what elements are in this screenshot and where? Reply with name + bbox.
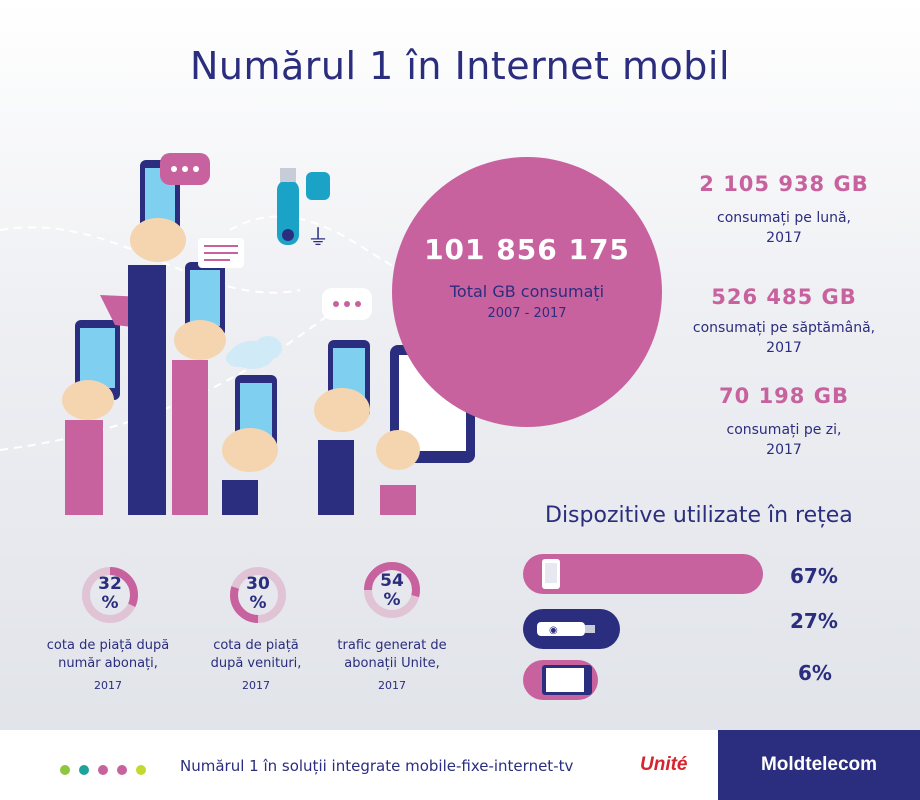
devices-title: Dispozitive utilizate în rețea	[545, 503, 853, 528]
footer-dot	[117, 765, 127, 775]
share-pct-number: 30	[246, 574, 270, 594]
arm-sleeve-5	[318, 440, 354, 515]
share-text-traffic: trafic generat de abonații Unite, 2017	[322, 637, 462, 695]
share-pct-subscribers: 32 %	[80, 575, 140, 613]
arm-sleeve-4	[222, 480, 258, 515]
daily-gb-value: 70 198 GB	[719, 384, 849, 408]
footer-dot	[60, 765, 70, 775]
monthly-gb-label-line1: consumați pe lună,	[717, 210, 851, 226]
footer-dot	[136, 765, 146, 775]
total-gb-years: 2007 - 2017	[487, 306, 567, 321]
monthly-gb-label: consumați pe lună, 2017	[664, 208, 904, 248]
device-pct-usb-modem: 27%	[790, 609, 838, 633]
share-year: 2017	[378, 679, 406, 692]
arm-sleeve-6	[380, 485, 416, 515]
daily-gb-label-line2: 2017	[766, 442, 802, 458]
total-gb-value: 101 856 175	[424, 233, 630, 266]
page-title: Numărul 1 în Internet mobil	[189, 44, 731, 88]
daily-gb-label-line1: consumați pe zi,	[726, 422, 842, 438]
share-pct-sign: %	[101, 593, 119, 613]
share-donut-revenue	[230, 567, 286, 623]
hands-devices-illustration: ⏚	[0, 153, 475, 515]
share-text-subscribers: cota de piață după număr abonați, 2017	[38, 637, 178, 695]
total-gb-label: Total GB consumați	[449, 282, 605, 301]
share-year: 2017	[94, 679, 122, 692]
share-year: 2017	[242, 679, 270, 692]
footer-tagline: Numărul 1 în soluții integrate mobile-fi…	[180, 757, 574, 775]
share-pct-sign: %	[383, 590, 401, 610]
device-bar-usb-modem: ◉	[523, 609, 620, 649]
share-line1: cota de piață	[213, 638, 299, 653]
footer-dot	[79, 765, 89, 775]
total-circle	[392, 157, 662, 427]
usb-stick	[277, 180, 299, 245]
share-pct-number: 32	[98, 574, 122, 594]
weekly-gb-label-line1: consumați pe săptămână,	[692, 320, 876, 336]
arm-sleeve-1	[65, 420, 103, 515]
arm-sleeve-3	[172, 360, 208, 515]
daily-gb-label: consumați pe zi, 2017	[664, 420, 904, 460]
unite-logo[interactable]: Unité	[640, 754, 688, 775]
weekly-gb-label-line2: 2017	[766, 340, 802, 356]
device-pct-smartphone: 67%	[790, 564, 838, 588]
footer-dots	[60, 760, 155, 779]
device-bar-smartphone	[523, 554, 763, 594]
share-pct-number: 54	[380, 571, 404, 591]
tablet-icon	[542, 665, 592, 695]
footer-dot	[98, 765, 108, 775]
share-donut-traffic	[364, 562, 420, 618]
footer: Numărul 1 în soluții integrate mobile-fi…	[0, 730, 920, 800]
moldtelecom-logo[interactable]: Moldtelecom	[718, 730, 920, 800]
monthly-gb-label-line2: 2017	[766, 230, 802, 246]
share-donut-subscribers	[82, 567, 138, 623]
svg-text:⏚: ⏚	[307, 226, 329, 251]
share-line2: număr abonați,	[58, 656, 158, 671]
share-text-revenue: cota de piață după venituri, 2017	[186, 637, 326, 695]
usb-lock	[306, 172, 330, 200]
share-line1: trafic generat de	[337, 638, 447, 653]
weekly-gb-value: 526 485 GB	[711, 285, 857, 309]
usb-modem-icon: ◉	[537, 622, 595, 636]
monthly-gb-value: 2 105 938 GB	[699, 172, 869, 196]
smartphone-icon	[542, 559, 560, 589]
share-pct-revenue: 30 %	[228, 575, 288, 613]
arm-sleeve-2	[128, 265, 166, 515]
svg-text:◉: ◉	[549, 625, 558, 636]
weekly-gb-label: consumați pe săptămână, 2017	[664, 318, 904, 358]
share-line2: abonații Unite,	[344, 656, 440, 671]
share-line1: cota de piață după	[46, 638, 170, 653]
device-bar-tablet	[523, 660, 598, 700]
share-line2: după venituri,	[210, 656, 302, 671]
share-pct-sign: %	[249, 593, 267, 613]
share-pct-traffic: 54 %	[362, 572, 422, 610]
device-pct-tablet: 6%	[798, 661, 832, 685]
